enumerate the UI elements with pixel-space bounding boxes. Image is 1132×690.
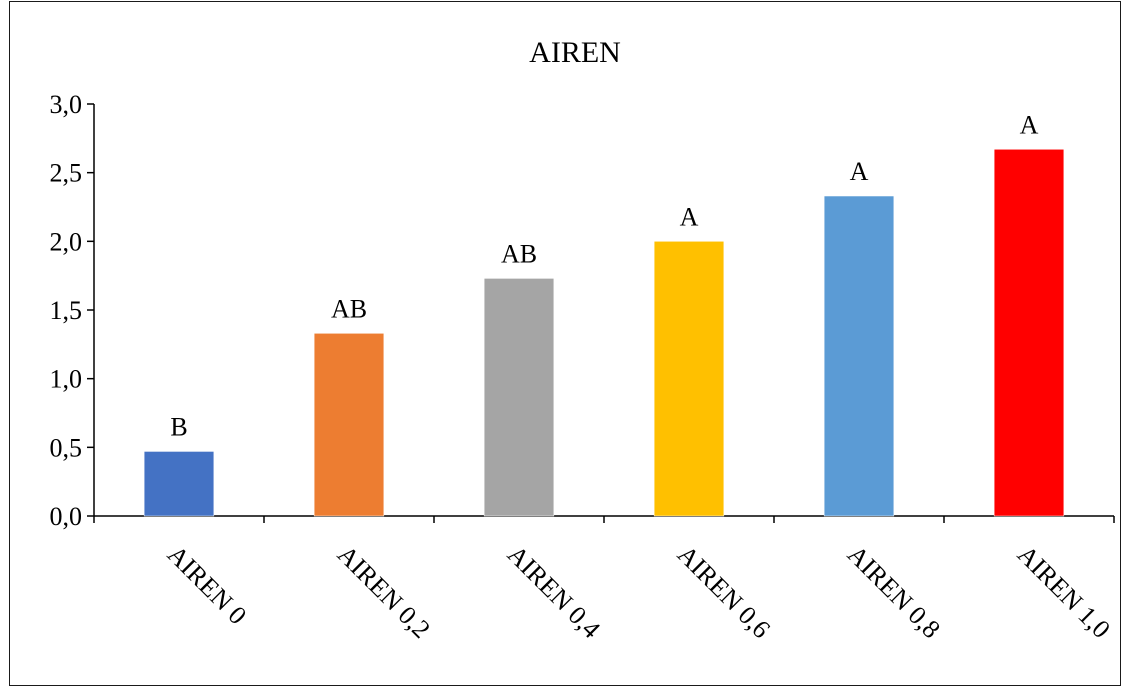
x-tick-labels: AIREN 0 AIREN 0,2 AIREN 0,4 AIREN 0,6 AIREN … — [162, 540, 1116, 644]
y-tick-label: 0,5 — [50, 433, 83, 462]
data-label: B — [170, 412, 187, 441]
y-axis: 0,0 0,5 1,0 1,5 2,0 2,5 3,0 — [50, 90, 95, 531]
bar — [143, 451, 215, 517]
bar — [823, 195, 895, 517]
y-tick-label: 2,5 — [50, 159, 83, 188]
bar — [483, 278, 555, 517]
chart-title: AIREN — [529, 36, 621, 69]
x-tick-label: AIREN 0,8 — [842, 540, 946, 644]
x-tick-label: AIREN 0,6 — [672, 540, 776, 644]
data-label: AB — [331, 294, 367, 323]
data-label: A — [1020, 110, 1039, 139]
bar — [993, 149, 1065, 517]
y-tick-label: 0,0 — [50, 502, 83, 531]
x-tick-label: AIREN 0,4 — [502, 540, 606, 644]
data-label: A — [680, 202, 699, 231]
bar — [313, 333, 385, 517]
x-tick-label: AIREN 0,2 — [332, 540, 436, 644]
bar — [653, 241, 725, 517]
chart-area — [9, 1, 1121, 686]
x-tick-label: AIREN 0 — [162, 540, 252, 630]
data-labels: B AB AB A A A — [170, 110, 1038, 441]
y-tick-label: 1,0 — [50, 365, 83, 394]
x-axis — [93, 515, 1115, 523]
data-label: AB — [501, 239, 537, 268]
y-tick-label: 2,0 — [50, 227, 83, 256]
y-tick-label: 1,5 — [50, 296, 83, 325]
bars — [143, 149, 1065, 517]
x-tick-label: AIREN 1,0 — [1012, 540, 1116, 644]
data-label: A — [850, 157, 869, 186]
y-tick-label: 3,0 — [50, 90, 83, 119]
